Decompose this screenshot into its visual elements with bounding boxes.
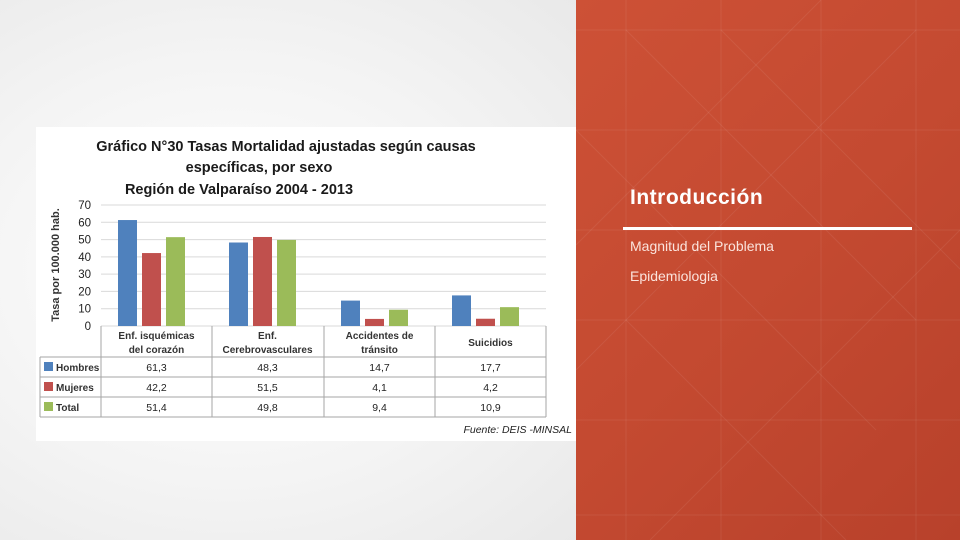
data-label-hombres-0: 61,3 bbox=[146, 362, 167, 374]
bar-hombres-2 bbox=[341, 300, 360, 326]
y-tick-label: 40 bbox=[78, 252, 91, 264]
panel-pattern bbox=[576, 0, 960, 540]
bar-total-0 bbox=[166, 237, 185, 326]
title-panel: Introducción Magnitud del Problema Epide… bbox=[576, 0, 960, 540]
data-label-hombres-2: 14,7 bbox=[369, 362, 390, 374]
legend-key-hombres bbox=[44, 362, 53, 371]
bar-hombres-3 bbox=[452, 295, 471, 326]
bar-chart: Gráfico N°30 Tasas Mortalidad ajustadas … bbox=[39, 139, 572, 436]
bar-mujeres-3 bbox=[476, 318, 495, 326]
legend-key-mujeres bbox=[44, 382, 53, 391]
legend-label-total: Total bbox=[56, 403, 79, 414]
bar-hombres-0 bbox=[118, 220, 137, 326]
y-axis-label: Tasa por 100.000 hab. bbox=[50, 208, 62, 322]
legend-label-hombres: Hombres bbox=[56, 363, 100, 374]
data-label-mujeres-3: 4,2 bbox=[483, 382, 498, 394]
bar-mujeres-0 bbox=[142, 253, 161, 326]
bullet-epidemiologia: Epidemiologia bbox=[630, 268, 718, 284]
y-tick-label: 20 bbox=[78, 286, 91, 298]
bar-mujeres-2 bbox=[365, 318, 384, 326]
category-label-0: del corazón bbox=[129, 345, 185, 356]
y-tick-label: 50 bbox=[78, 235, 91, 247]
title-underline bbox=[623, 227, 912, 230]
chart-source: Fuente: DEIS -MINSAL bbox=[463, 424, 572, 436]
legend-label-mujeres: Mujeres bbox=[56, 383, 94, 394]
data-label-mujeres-1: 51,5 bbox=[257, 382, 278, 394]
legend-key-total bbox=[44, 402, 53, 411]
data-label-total-0: 51,4 bbox=[146, 402, 167, 414]
y-tick-label: 30 bbox=[78, 269, 91, 281]
data-label-hombres-3: 17,7 bbox=[480, 362, 501, 374]
y-tick-label: 70 bbox=[78, 200, 91, 212]
category-label-1: Cerebrovasculares bbox=[222, 345, 312, 356]
data-label-total-2: 9,4 bbox=[372, 402, 387, 414]
category-label-2: Accidentes de bbox=[346, 331, 414, 342]
bar-total-1 bbox=[277, 239, 296, 326]
chart-figure: Gráfico N°30 Tasas Mortalidad ajustadas … bbox=[36, 127, 576, 441]
bar-hombres-1 bbox=[229, 242, 248, 326]
bar-total-2 bbox=[389, 309, 408, 326]
category-label-1: Enf. bbox=[258, 331, 277, 342]
chart-title-line-0: Gráfico N°30 Tasas Mortalidad ajustadas … bbox=[96, 139, 475, 155]
slide-title: Introducción bbox=[630, 186, 764, 209]
data-label-total-3: 10,9 bbox=[480, 402, 501, 414]
bar-mujeres-1 bbox=[253, 236, 272, 326]
category-label-2: tránsito bbox=[361, 345, 398, 356]
category-label-0: Enf. isquémicas bbox=[118, 331, 195, 342]
chart-title-line-1: específicas, por sexo bbox=[186, 160, 333, 176]
data-label-hombres-1: 48,3 bbox=[257, 362, 278, 374]
y-tick-label: 0 bbox=[85, 321, 91, 333]
bar-total-3 bbox=[500, 307, 519, 326]
data-label-mujeres-0: 42,2 bbox=[146, 382, 167, 394]
y-tick-label: 10 bbox=[78, 304, 91, 316]
y-tick-label: 60 bbox=[78, 217, 91, 229]
data-label-mujeres-2: 4,1 bbox=[372, 382, 387, 394]
data-label-total-1: 49,8 bbox=[257, 402, 278, 414]
category-label-3: Suicidios bbox=[468, 338, 513, 349]
chart-title-line-2: Región de Valparaíso 2004 - 2013 bbox=[125, 182, 353, 198]
bullet-magnitud: Magnitud del Problema bbox=[630, 238, 774, 254]
